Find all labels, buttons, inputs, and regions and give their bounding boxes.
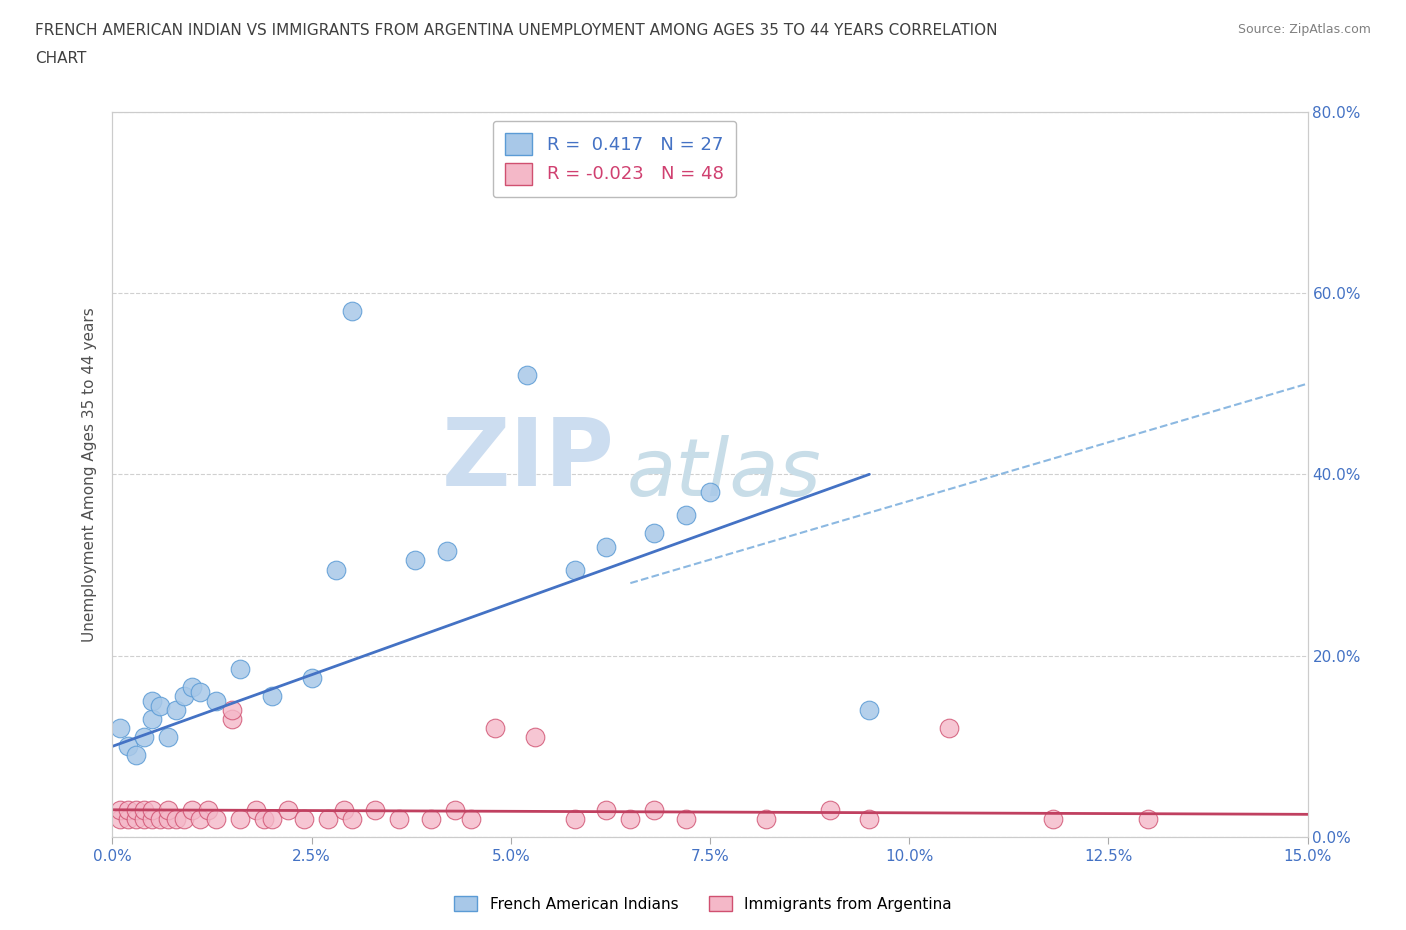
Point — [188, 811, 211, 827]
Point — [141, 803, 163, 817]
Point — [436, 544, 458, 559]
Point — [277, 803, 299, 817]
Point — [818, 803, 841, 817]
Point — [332, 803, 354, 817]
Point — [221, 711, 243, 726]
Legend: French American Indians, Immigrants from Argentina: French American Indians, Immigrants from… — [449, 889, 957, 918]
Point — [388, 811, 411, 827]
Point — [134, 811, 156, 827]
Point — [675, 811, 697, 827]
Point — [205, 694, 228, 709]
Point — [157, 803, 180, 817]
Point — [197, 803, 219, 817]
Point — [595, 539, 617, 554]
Point — [260, 689, 283, 704]
Point — [564, 811, 586, 827]
Point — [404, 553, 426, 568]
Point — [484, 721, 506, 736]
Point — [675, 508, 697, 523]
Point — [523, 730, 546, 745]
Point — [149, 811, 172, 827]
Point — [173, 689, 195, 704]
Y-axis label: Unemployment Among Ages 35 to 44 years: Unemployment Among Ages 35 to 44 years — [82, 307, 97, 642]
Point — [260, 811, 283, 827]
Point — [141, 711, 163, 726]
Point — [938, 721, 960, 736]
Point — [460, 811, 482, 827]
Point — [117, 803, 139, 817]
Point — [165, 811, 187, 827]
Point — [340, 303, 363, 318]
Point — [125, 811, 148, 827]
Point — [444, 803, 467, 817]
Point — [117, 811, 139, 827]
Point — [564, 562, 586, 577]
Point — [173, 811, 195, 827]
Text: atlas: atlas — [627, 435, 821, 513]
Point — [858, 811, 880, 827]
Point — [125, 803, 148, 817]
Point — [165, 703, 187, 718]
Point — [619, 811, 641, 827]
Point — [420, 811, 443, 827]
Point — [595, 803, 617, 817]
Point — [858, 703, 880, 718]
Point — [110, 811, 132, 827]
Text: CHART: CHART — [35, 51, 87, 66]
Point — [229, 811, 252, 827]
Point — [134, 803, 156, 817]
Text: FRENCH AMERICAN INDIAN VS IMMIGRANTS FROM ARGENTINA UNEMPLOYMENT AMONG AGES 35 T: FRENCH AMERICAN INDIAN VS IMMIGRANTS FRO… — [35, 23, 998, 38]
Point — [364, 803, 387, 817]
Point — [221, 703, 243, 718]
Point — [149, 698, 172, 713]
Point — [181, 803, 204, 817]
Text: ZIP: ZIP — [441, 414, 614, 506]
Point — [157, 811, 180, 827]
Point — [245, 803, 267, 817]
Point — [205, 811, 228, 827]
Point — [141, 811, 163, 827]
Point — [134, 730, 156, 745]
Point — [125, 748, 148, 763]
Point — [110, 721, 132, 736]
Point — [1137, 811, 1160, 827]
Point — [643, 803, 665, 817]
Point — [316, 811, 339, 827]
Point — [188, 684, 211, 699]
Point — [229, 662, 252, 677]
Point — [292, 811, 315, 827]
Point — [699, 485, 721, 500]
Point — [253, 811, 276, 827]
Point — [181, 680, 204, 695]
Legend: R =  0.417   N = 27, R = -0.023   N = 48: R = 0.417 N = 27, R = -0.023 N = 48 — [492, 121, 737, 197]
Point — [325, 562, 347, 577]
Point — [1042, 811, 1064, 827]
Point — [157, 730, 180, 745]
Point — [643, 525, 665, 540]
Point — [301, 671, 323, 685]
Point — [340, 811, 363, 827]
Point — [516, 367, 538, 382]
Point — [755, 811, 778, 827]
Point — [110, 803, 132, 817]
Text: Source: ZipAtlas.com: Source: ZipAtlas.com — [1237, 23, 1371, 36]
Point — [141, 694, 163, 709]
Point — [117, 738, 139, 753]
